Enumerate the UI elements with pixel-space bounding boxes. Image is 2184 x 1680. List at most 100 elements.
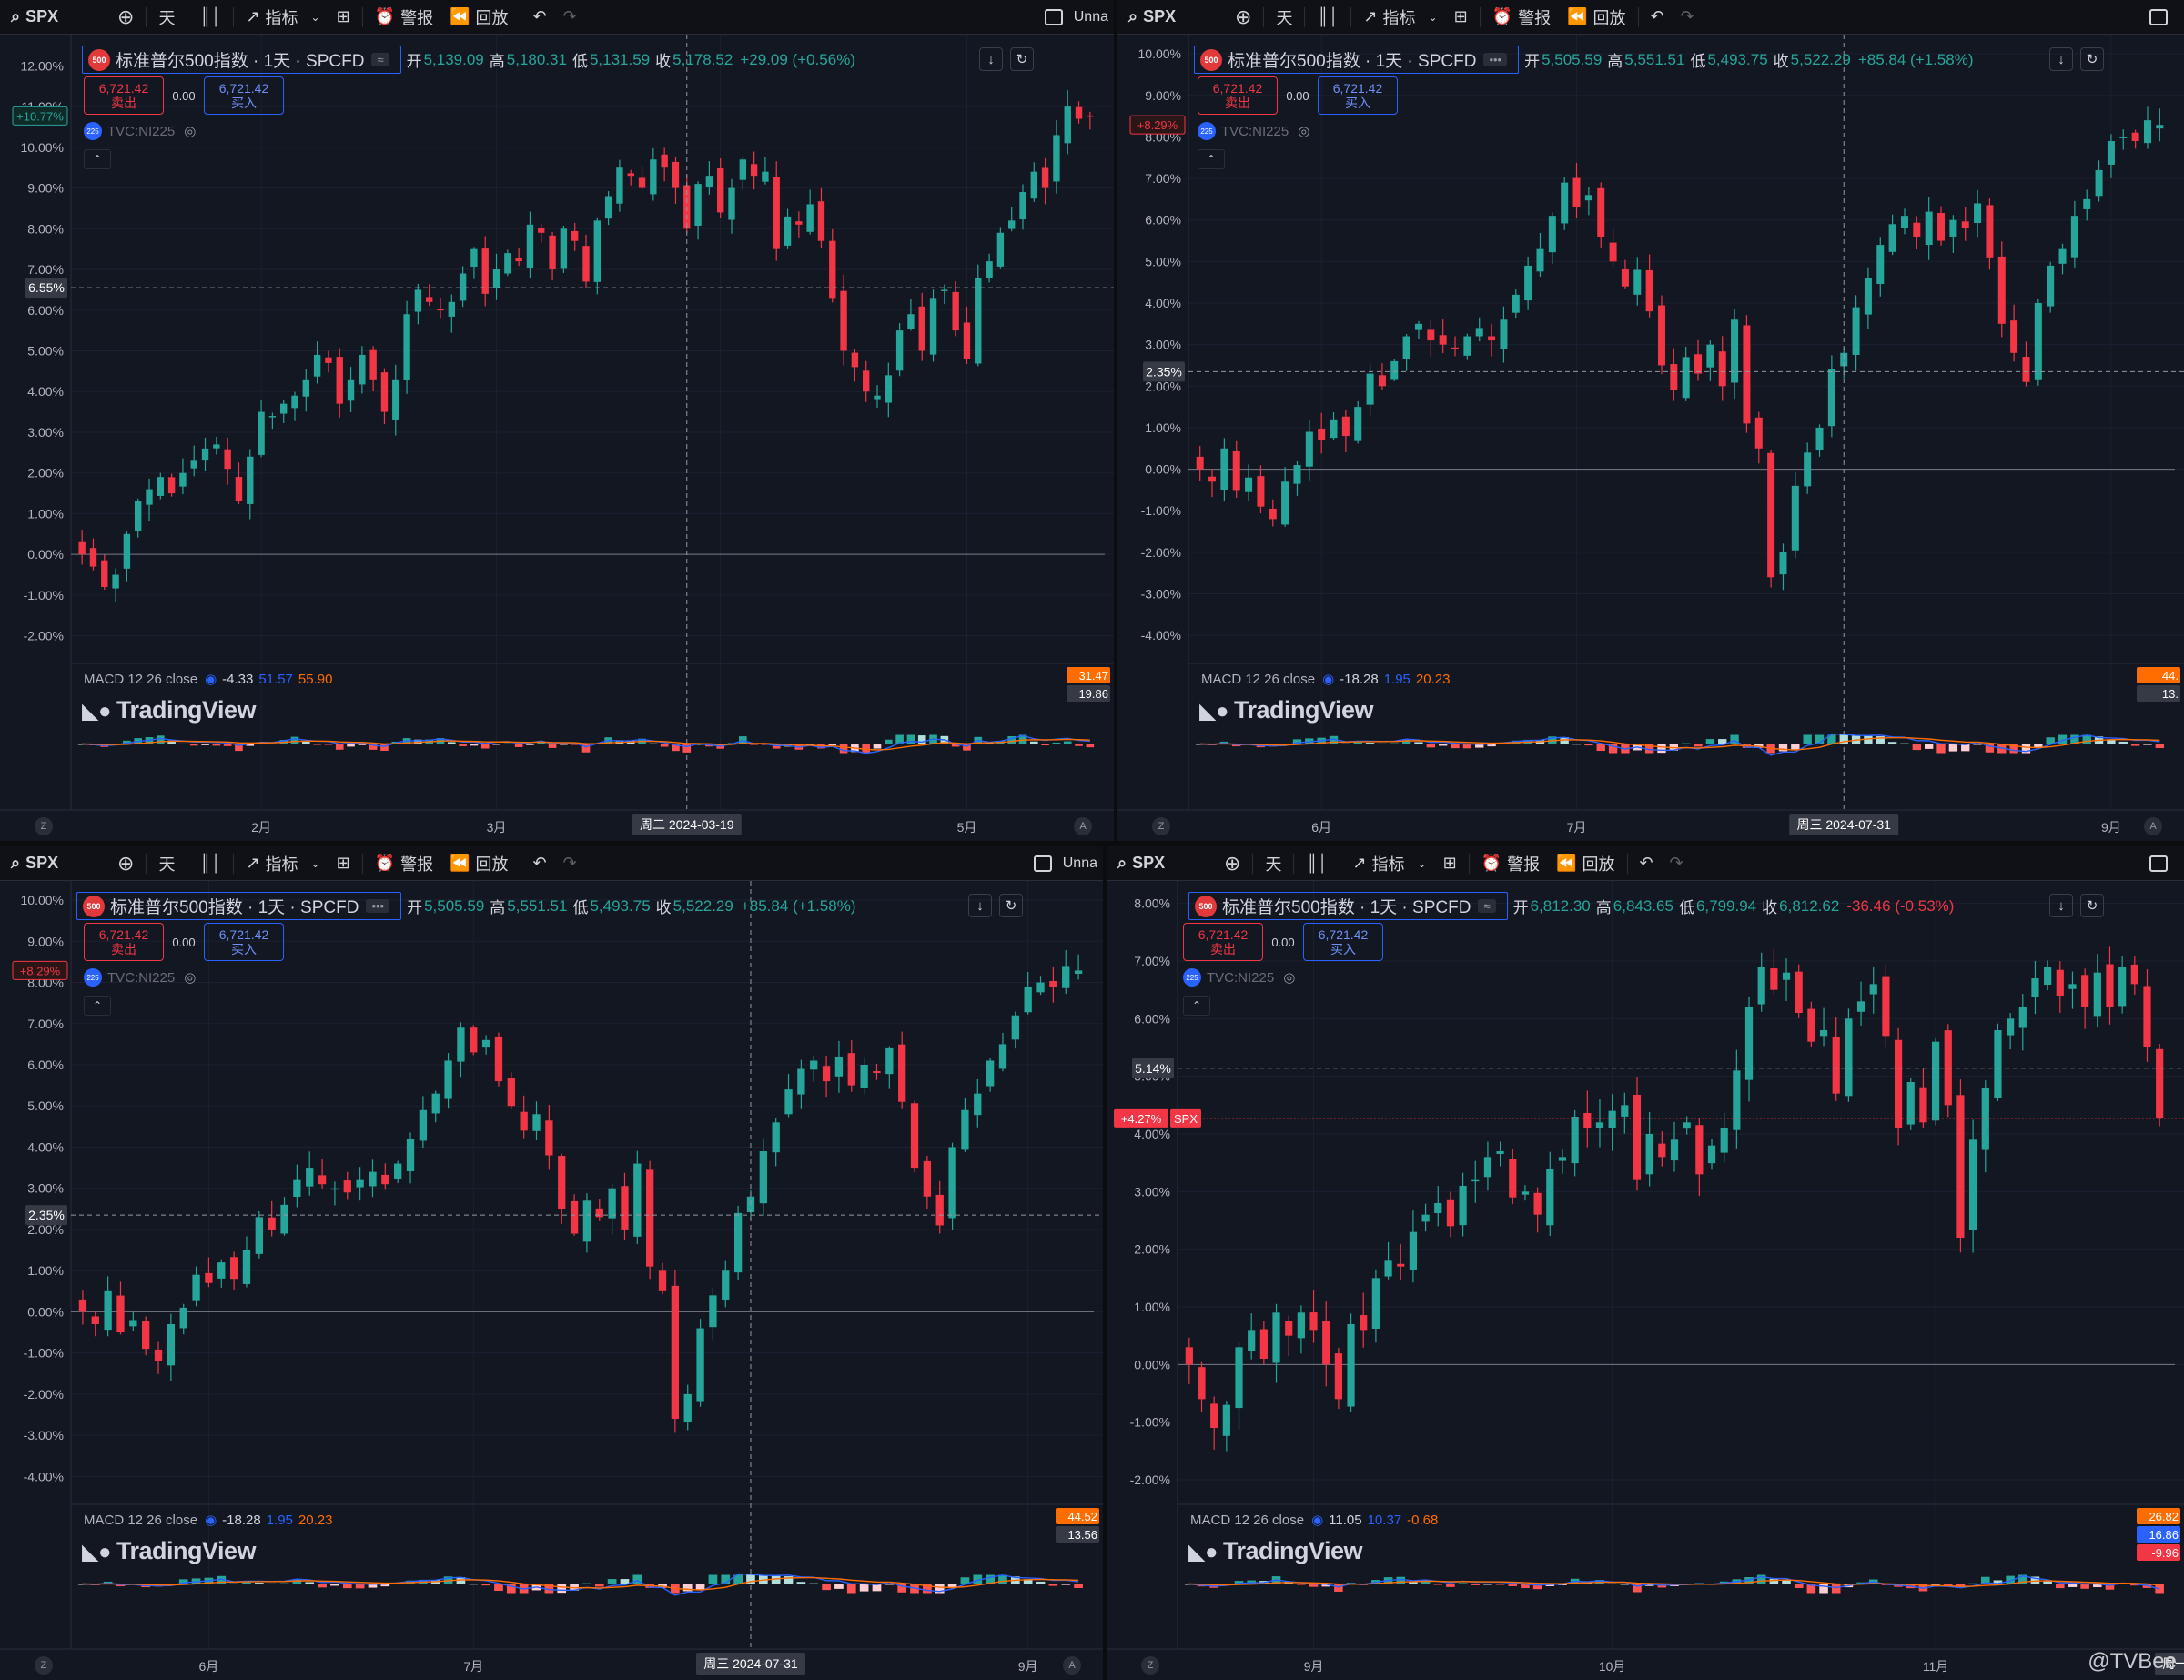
compare-add-button[interactable]: ⊕ xyxy=(109,846,142,881)
symbol-legend[interactable]: 500 标准普尔500指数 · 1天 · SPCFD ≈ 开 6,812.30 高… xyxy=(1188,892,1954,920)
collapse-legend-button[interactable]: ⌃ xyxy=(1198,149,1225,169)
symbol-legend[interactable]: 500 标准普尔500指数 · 1天 · SPCFD ••• 开 5,505.59… xyxy=(1194,46,1974,74)
compare-symbol-row[interactable]: 225 TVC:NI225 ◎ xyxy=(1198,122,1309,140)
settings-eye-icon[interactable]: ◉ xyxy=(1311,1513,1324,1528)
price-chart[interactable]: 8.00%7.00%6.00%5.00%4.00%3.00%2.00%1.00%… xyxy=(1107,881,2184,1680)
undo-button[interactable]: ↶ xyxy=(1632,846,1662,881)
layout-name[interactable]: Unna xyxy=(1073,9,1108,25)
download-button[interactable]: ↓ xyxy=(968,894,992,917)
macd-legend[interactable]: MACD 12 26 close ◉ -4.33 51.57 55.90 xyxy=(84,671,332,687)
symbol-legend[interactable]: 500 标准普尔500指数 · 1天 · SPCFD ≈ 开 5,139.09 高… xyxy=(82,46,855,74)
sync-button[interactable]: ↻ xyxy=(999,894,1023,917)
alert-button[interactable]: ⏰ 警报 xyxy=(367,0,441,35)
eye-hidden-icon[interactable]: ◎ xyxy=(184,124,197,139)
fullscreen-checkbox-icon[interactable] xyxy=(1044,9,1063,25)
eye-hidden-icon[interactable]: ◎ xyxy=(1298,124,1310,139)
macd-legend[interactable]: MACD 12 26 close ◉ -18.28 1.95 20.23 xyxy=(1201,671,1450,687)
chart-type-button[interactable]: ║│ xyxy=(191,846,229,881)
compare-symbol-row[interactable]: 225 TVC:NI225 ◎ xyxy=(84,122,196,140)
macd-legend[interactable]: MACD 12 26 close ◉ -18.28 1.95 20.23 xyxy=(84,1512,332,1528)
legend-title-box[interactable]: 500 标准普尔500指数 · 1天 · SPCFD ≈ xyxy=(82,46,401,74)
legend-flag-icon[interactable]: ≈ xyxy=(371,53,389,66)
buy-button[interactable]: 6,721.42 买入 xyxy=(204,923,284,961)
sell-button[interactable]: 6,721.42 卖出 xyxy=(84,76,164,115)
auto-scale-button[interactable]: A xyxy=(2144,817,2162,835)
alert-button[interactable]: ⏰ 警报 xyxy=(1484,0,1559,35)
undo-button[interactable]: ↶ xyxy=(1643,0,1673,35)
sell-button[interactable]: 6,721.42 卖出 xyxy=(1198,76,1278,115)
replay-button[interactable]: ⏪ 回放 xyxy=(441,0,516,35)
legend-title-box[interactable]: 500 标准普尔500指数 · 1天 · SPCFD ••• xyxy=(1194,46,1520,74)
collapse-legend-button[interactable]: ⌃ xyxy=(84,996,111,1016)
symbol-search-button[interactable]: ⌕ SPX xyxy=(0,0,109,35)
replay-button[interactable]: ⏪ 回放 xyxy=(441,846,516,881)
download-button[interactable]: ↓ xyxy=(2049,47,2073,71)
tradingview-logo[interactable]: ◣● TradingView xyxy=(1188,1537,1363,1565)
chart-type-button[interactable]: ║│ xyxy=(1309,0,1347,35)
auto-scale-button[interactable]: A xyxy=(1074,817,1092,835)
redo-button[interactable]: ↷ xyxy=(555,0,585,35)
compare-add-button[interactable]: ⊕ xyxy=(1227,0,1259,35)
legend-flag-icon[interactable]: ••• xyxy=(1483,53,1508,66)
fullscreen-checkbox-icon[interactable] xyxy=(2149,855,2168,872)
undo-button[interactable]: ↶ xyxy=(525,0,555,35)
interval-button[interactable]: 天 xyxy=(150,846,183,881)
undo-button[interactable]: ↶ xyxy=(525,846,555,881)
legend-title-box[interactable]: 500 标准普尔500指数 · 1天 · SPCFD ••• xyxy=(76,892,402,920)
buy-button[interactable]: 6,721.42 买入 xyxy=(204,76,284,115)
layout-templates-button[interactable]: ⊞ xyxy=(329,846,359,881)
settings-eye-icon[interactable]: ◉ xyxy=(205,1513,217,1528)
symbol-search-button[interactable]: ⌕ SPX xyxy=(1117,0,1227,35)
download-button[interactable]: ↓ xyxy=(2049,894,2073,917)
collapse-legend-button[interactable]: ⌃ xyxy=(1183,996,1210,1016)
interval-button[interactable]: 天 xyxy=(150,0,183,35)
chart-pane-4[interactable]: ⌕ SPX ⊕ 天 ║│ ↗ 指标 ⌄ ⊞ ⏰ 警报 ⏪ 回放 ↶ ↷ 8.00% 7.00… xyxy=(1107,846,2184,1680)
compare-add-button[interactable]: ⊕ xyxy=(109,0,142,35)
zoom-reset-button[interactable]: Z xyxy=(35,817,53,835)
symbol-legend[interactable]: 500 标准普尔500指数 · 1天 · SPCFD ••• 开 5,505.59… xyxy=(76,892,856,920)
fullscreen-checkbox-icon[interactable] xyxy=(1033,855,1052,872)
sync-button[interactable]: ↻ xyxy=(1010,47,1034,71)
buy-button[interactable]: 6,721.42 买入 xyxy=(1303,923,1383,961)
collapse-legend-button[interactable]: ⌃ xyxy=(84,149,111,169)
chart-type-button[interactable]: ║│ xyxy=(191,0,229,35)
eye-hidden-icon[interactable]: ◎ xyxy=(184,970,197,986)
sync-button[interactable]: ↻ xyxy=(2080,47,2104,71)
indicators-button[interactable]: ↗ 指标 ⌄ xyxy=(238,846,328,881)
price-chart[interactable]: 10.00%9.00%8.00%7.00%6.00%5.00%4.00%3.00… xyxy=(1117,35,2184,841)
compare-symbol-row[interactable]: 225 TVC:NI225 ◎ xyxy=(1183,968,1295,987)
tradingview-logo[interactable]: ◣● TradingView xyxy=(1199,696,1374,724)
auto-scale-button[interactable]: A xyxy=(1063,1656,1081,1675)
tradingview-logo[interactable]: ◣● TradingView xyxy=(82,696,257,724)
symbol-search-button[interactable]: ⌕ SPX xyxy=(0,846,109,881)
layout-templates-button[interactable]: ⊞ xyxy=(1435,846,1465,881)
price-chart[interactable]: 12.00%11.00%10.00%9.00%8.00%7.00%6.00%5.… xyxy=(0,35,1114,841)
legend-flag-icon[interactable]: ≈ xyxy=(1478,899,1496,913)
macd-legend[interactable]: MACD 12 26 close ◉ 11.05 10.37 -0.68 xyxy=(1190,1512,1438,1528)
download-button[interactable]: ↓ xyxy=(979,47,1003,71)
layout-templates-button[interactable]: ⊞ xyxy=(329,0,359,35)
replay-button[interactable]: ⏪ 回放 xyxy=(1548,846,1623,881)
price-chart[interactable]: 10.00%9.00%8.00%7.00%6.00%5.00%4.00%3.00… xyxy=(0,881,1103,1680)
indicators-button[interactable]: ↗ 指标 ⌄ xyxy=(1344,846,1434,881)
indicators-button[interactable]: ↗ 指标 ⌄ xyxy=(1355,0,1445,35)
zoom-reset-button[interactable]: Z xyxy=(1141,1656,1159,1675)
legend-flag-icon[interactable]: ••• xyxy=(366,899,390,913)
alert-button[interactable]: ⏰ 警报 xyxy=(367,846,441,881)
layout-templates-button[interactable]: ⊞ xyxy=(1446,0,1476,35)
sell-button[interactable]: 6,721.42 卖出 xyxy=(1183,923,1263,961)
replay-button[interactable]: ⏪ 回放 xyxy=(1559,0,1633,35)
fullscreen-checkbox-icon[interactable] xyxy=(2149,9,2168,25)
settings-eye-icon[interactable]: ◉ xyxy=(205,672,217,687)
alert-button[interactable]: ⏰ 警报 xyxy=(1473,846,1548,881)
layout-name[interactable]: Unna xyxy=(1062,855,1097,871)
buy-button[interactable]: 6,721.42 买入 xyxy=(1318,76,1398,115)
sync-button[interactable]: ↻ xyxy=(2080,894,2104,917)
indicators-button[interactable]: ↗ 指标 ⌄ xyxy=(238,0,328,35)
sell-button[interactable]: 6,721.42 卖出 xyxy=(84,923,164,961)
redo-button[interactable]: ↷ xyxy=(1662,846,1692,881)
interval-button[interactable]: 天 xyxy=(1257,846,1289,881)
compare-symbol-row[interactable]: 225 TVC:NI225 ◎ xyxy=(84,968,196,987)
zoom-reset-button[interactable]: Z xyxy=(1152,817,1170,835)
compare-add-button[interactable]: ⊕ xyxy=(1216,846,1249,881)
